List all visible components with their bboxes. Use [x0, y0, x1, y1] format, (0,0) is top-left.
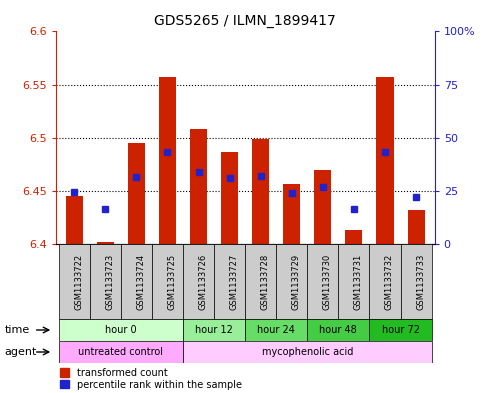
- Bar: [245, 244, 276, 319]
- Bar: [408, 210, 425, 244]
- Text: GSM1133732: GSM1133732: [385, 253, 394, 310]
- Bar: [152, 244, 183, 319]
- Text: GSM1133726: GSM1133726: [199, 253, 208, 310]
- Text: GSM1133728: GSM1133728: [261, 253, 270, 310]
- Bar: [369, 319, 432, 341]
- Bar: [183, 341, 432, 363]
- Text: GSM1133725: GSM1133725: [168, 253, 176, 310]
- Bar: [183, 244, 214, 319]
- Text: GSM1133723: GSM1133723: [105, 253, 114, 310]
- Bar: [190, 129, 207, 244]
- Bar: [314, 170, 331, 244]
- Bar: [183, 319, 245, 341]
- Bar: [245, 319, 307, 341]
- Text: GSM1133729: GSM1133729: [292, 253, 301, 310]
- Bar: [221, 152, 238, 244]
- Text: hour 0: hour 0: [105, 325, 137, 335]
- Bar: [128, 143, 145, 244]
- Bar: [214, 244, 245, 319]
- Text: time: time: [5, 325, 30, 335]
- Bar: [66, 196, 83, 244]
- Bar: [276, 244, 307, 319]
- Text: agent: agent: [5, 347, 37, 357]
- Text: hour 12: hour 12: [195, 325, 233, 335]
- Bar: [58, 244, 90, 319]
- Text: hour 24: hour 24: [257, 325, 295, 335]
- Bar: [376, 77, 394, 244]
- Bar: [345, 230, 362, 244]
- Bar: [307, 244, 339, 319]
- Bar: [283, 184, 300, 244]
- Text: GSM1133727: GSM1133727: [229, 253, 239, 310]
- Text: GSM1133730: GSM1133730: [323, 253, 332, 310]
- Bar: [90, 244, 121, 319]
- Bar: [121, 244, 152, 319]
- Bar: [252, 139, 269, 244]
- Text: hour 72: hour 72: [382, 325, 420, 335]
- Bar: [369, 244, 400, 319]
- Bar: [58, 319, 183, 341]
- Text: GSM1133724: GSM1133724: [136, 253, 145, 310]
- Legend: transformed count, percentile rank within the sample: transformed count, percentile rank withi…: [60, 368, 242, 390]
- Bar: [307, 319, 369, 341]
- Bar: [97, 242, 114, 244]
- Title: GDS5265 / ILMN_1899417: GDS5265 / ILMN_1899417: [154, 14, 336, 28]
- Text: GSM1133731: GSM1133731: [354, 253, 363, 310]
- Bar: [159, 77, 176, 244]
- Text: mycophenolic acid: mycophenolic acid: [262, 347, 353, 357]
- Bar: [339, 244, 369, 319]
- Text: GSM1133733: GSM1133733: [416, 253, 425, 310]
- Bar: [58, 341, 183, 363]
- Text: untreated control: untreated control: [78, 347, 163, 357]
- Bar: [400, 244, 432, 319]
- Text: hour 48: hour 48: [319, 325, 357, 335]
- Text: GSM1133722: GSM1133722: [74, 253, 83, 310]
